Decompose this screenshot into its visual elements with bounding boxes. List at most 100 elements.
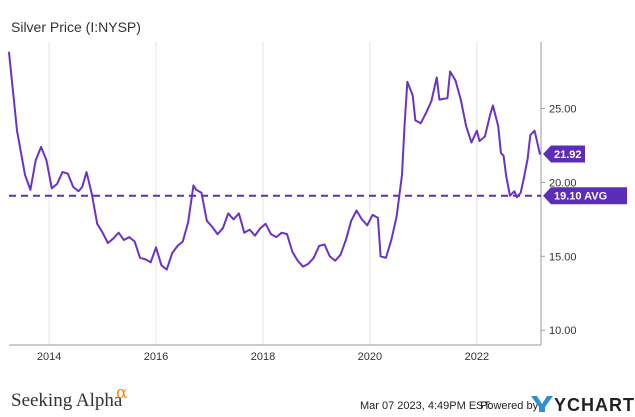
data-point	[232, 218, 235, 221]
data-point	[430, 100, 433, 102]
value-badges: 21.92 19.10 AVG	[543, 145, 627, 205]
y-tick-label: 10.00	[549, 325, 577, 337]
data-point	[526, 157, 529, 160]
data-point	[366, 224, 369, 227]
data-point	[334, 259, 336, 262]
chart-title: Silver Price (I:NYSP)	[11, 19, 141, 35]
data-point	[403, 122, 406, 125]
data-point	[476, 129, 478, 132]
data-point	[165, 268, 168, 271]
data-point	[128, 236, 131, 238]
data-point	[414, 119, 417, 122]
data-point	[489, 113, 492, 116]
data-point	[248, 228, 251, 231]
axes	[9, 42, 545, 346]
data-point	[302, 265, 304, 268]
ycharts-logo: YCHARTS	[531, 395, 635, 415]
data-point	[16, 129, 18, 132]
data-point	[149, 261, 152, 264]
ycharts-wordmark: YCHARTS	[554, 395, 635, 415]
data-point	[243, 231, 246, 234]
data-point	[500, 152, 502, 154]
last-value-badge-shape	[543, 145, 585, 163]
y-tick-label: 15.00	[549, 251, 577, 263]
data-point	[34, 159, 37, 162]
data-point	[435, 76, 438, 79]
data-point	[492, 104, 494, 107]
data-point	[227, 212, 230, 215]
data-point	[497, 125, 500, 128]
data-point	[222, 227, 224, 230]
data-point	[411, 94, 414, 97]
data-point	[478, 140, 481, 142]
data-point	[238, 212, 240, 215]
data-point	[454, 79, 457, 82]
average-badge: 19.10 AVG	[554, 191, 607, 203]
data-point	[280, 231, 283, 234]
data-point	[529, 134, 532, 136]
data-point	[101, 231, 104, 234]
data-point	[509, 194, 511, 197]
data-point	[117, 231, 120, 234]
data-point	[460, 98, 462, 101]
data-point	[286, 233, 288, 235]
data-point	[390, 239, 393, 241]
data-point	[539, 153, 541, 155]
data-point	[24, 174, 26, 176]
data-point	[216, 233, 219, 235]
y-tick-label: 25.00	[549, 104, 577, 116]
data-point	[523, 177, 525, 179]
data-point	[446, 97, 449, 99]
data-point	[519, 191, 522, 194]
data-point	[56, 183, 58, 185]
data-point	[187, 221, 189, 224]
brand-name: Seeking Alpha	[11, 390, 123, 411]
data-point	[72, 186, 74, 188]
data-point	[371, 214, 374, 216]
data-point	[329, 255, 331, 258]
data-point	[377, 217, 379, 219]
data-point	[438, 98, 441, 101]
data-point	[81, 186, 84, 188]
data-point	[318, 245, 320, 247]
data-point	[505, 175, 508, 178]
data-point	[192, 184, 195, 187]
data-point	[270, 233, 272, 235]
average-badge-group: 19.10 AVG	[543, 187, 627, 205]
data-point	[160, 264, 163, 266]
data-point	[144, 258, 147, 261]
data-point	[345, 239, 347, 241]
data-point	[61, 171, 64, 173]
series-line	[8, 52, 541, 271]
data-point	[107, 242, 109, 244]
data-point	[112, 237, 115, 240]
data-point	[323, 243, 326, 246]
data-point	[77, 190, 80, 193]
data-point	[465, 125, 467, 128]
data-point	[484, 135, 486, 138]
series-line-group	[8, 51, 541, 271]
data-point	[502, 155, 505, 157]
average-badge-shape	[543, 187, 627, 205]
x-tick-label: 2016	[144, 351, 168, 363]
data-point	[470, 141, 473, 144]
data-point	[385, 257, 387, 259]
data-point	[133, 240, 136, 243]
data-point	[264, 223, 267, 225]
data-point	[176, 245, 179, 247]
x-tick-label: 2020	[358, 351, 382, 363]
data-point	[211, 225, 213, 228]
data-point	[45, 159, 48, 162]
data-point	[406, 81, 409, 83]
data-point	[350, 220, 352, 222]
data-point	[339, 254, 342, 256]
data-point	[312, 257, 315, 259]
data-point	[401, 174, 403, 176]
alpha-symbol-icon: α	[116, 383, 128, 403]
data-point	[206, 220, 208, 222]
data-point	[516, 196, 518, 198]
x-tick-label: 2018	[251, 351, 275, 363]
data-point	[259, 227, 262, 230]
tick-labels: 2014 2016 2018 2020 2022 10.00 15.00 20.00 25.00	[37, 104, 577, 363]
